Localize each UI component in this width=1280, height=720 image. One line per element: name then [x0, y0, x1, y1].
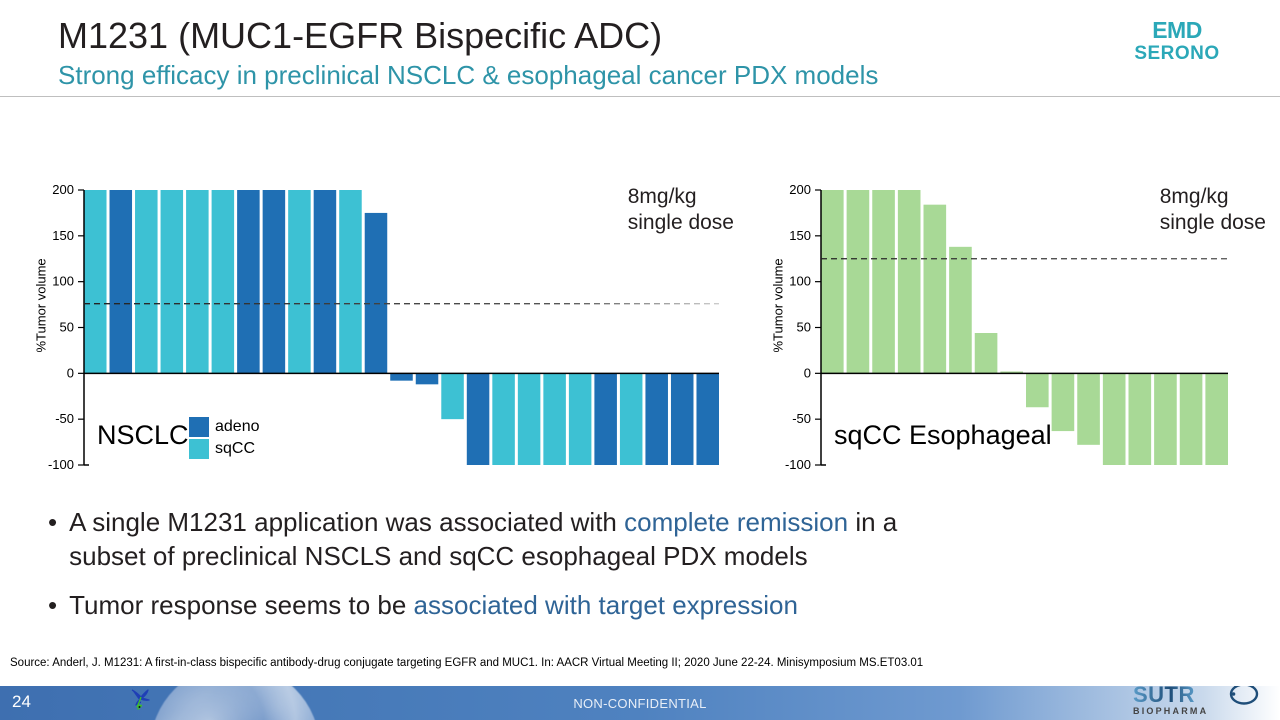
svg-text:-50: -50 [792, 411, 811, 426]
svg-text:SERONO: SERONO [1134, 43, 1219, 64]
svg-text:SUTR: SUTR [1133, 686, 1195, 707]
svg-text:50: 50 [797, 320, 811, 335]
svg-text:100: 100 [52, 274, 74, 289]
svg-text:-50: -50 [55, 411, 74, 426]
svg-text:200: 200 [52, 182, 74, 197]
svg-text:-100: -100 [785, 457, 811, 472]
svg-text:BIOPHARMA: BIOPHARMA [1133, 706, 1208, 716]
svg-text:EMD: EMD [1152, 17, 1202, 43]
svg-text:200: 200 [789, 182, 811, 197]
svg-text:150: 150 [789, 228, 811, 243]
svg-text:-100: -100 [48, 457, 74, 472]
svg-text:0: 0 [67, 365, 74, 380]
svg-text:150: 150 [52, 228, 74, 243]
svg-text:0: 0 [804, 365, 811, 380]
svg-text:50: 50 [60, 320, 74, 335]
svg-text:100: 100 [789, 274, 811, 289]
